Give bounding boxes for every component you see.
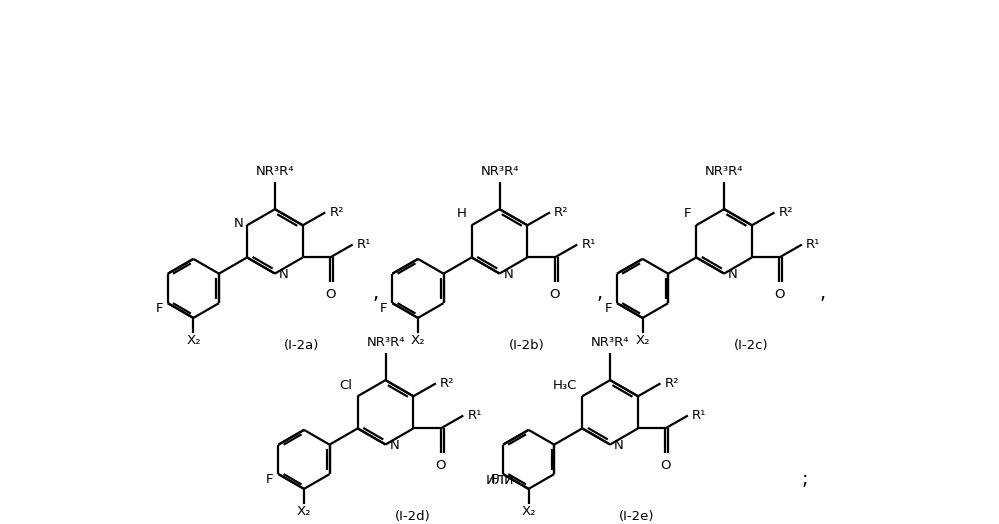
Text: N: N bbox=[614, 439, 624, 452]
Text: или: или bbox=[486, 472, 513, 487]
Text: R²: R² bbox=[553, 206, 568, 219]
Text: O: O bbox=[325, 288, 336, 301]
Text: (I-2e): (I-2e) bbox=[619, 509, 654, 522]
Text: R²: R² bbox=[778, 206, 793, 219]
Text: (I-2b): (I-2b) bbox=[508, 339, 544, 352]
Text: O: O bbox=[436, 459, 446, 472]
Text: O: O bbox=[774, 288, 784, 301]
Text: R¹: R¹ bbox=[806, 238, 820, 251]
Text: (I-2a): (I-2a) bbox=[284, 339, 320, 352]
Text: R²: R² bbox=[330, 206, 344, 219]
Text: Cl: Cl bbox=[340, 379, 353, 392]
Text: X₂: X₂ bbox=[297, 505, 312, 518]
Text: F: F bbox=[604, 302, 612, 315]
Text: N: N bbox=[728, 268, 738, 281]
Text: H₃C: H₃C bbox=[552, 379, 576, 392]
Text: N: N bbox=[503, 268, 513, 281]
Text: ,: , bbox=[373, 284, 379, 303]
Text: NR³R⁴: NR³R⁴ bbox=[367, 336, 405, 349]
Text: NR³R⁴: NR³R⁴ bbox=[590, 336, 629, 349]
Text: F: F bbox=[491, 473, 499, 486]
Text: R¹: R¹ bbox=[581, 238, 595, 251]
Text: ,: , bbox=[819, 284, 826, 303]
Text: (I-2c): (I-2c) bbox=[733, 339, 768, 352]
Text: R¹: R¹ bbox=[468, 409, 482, 422]
Text: X₂: X₂ bbox=[411, 334, 426, 347]
Text: ,: , bbox=[597, 284, 603, 303]
Text: N: N bbox=[390, 439, 400, 452]
Text: ;: ; bbox=[801, 470, 808, 489]
Text: R²: R² bbox=[440, 377, 455, 390]
Text: X₂: X₂ bbox=[186, 334, 201, 347]
Text: O: O bbox=[660, 459, 670, 472]
Text: X₂: X₂ bbox=[635, 334, 649, 347]
Text: X₂: X₂ bbox=[521, 505, 535, 518]
Text: F: F bbox=[380, 302, 388, 315]
Text: F: F bbox=[683, 207, 691, 220]
Text: (I-2d): (I-2d) bbox=[395, 509, 431, 522]
Text: F: F bbox=[266, 473, 274, 486]
Text: O: O bbox=[549, 288, 560, 301]
Text: R¹: R¹ bbox=[692, 409, 706, 422]
Text: R²: R² bbox=[664, 377, 679, 390]
Text: NR³R⁴: NR³R⁴ bbox=[481, 165, 518, 178]
Text: F: F bbox=[156, 302, 163, 315]
Text: N: N bbox=[279, 268, 289, 281]
Text: H: H bbox=[457, 207, 467, 220]
Text: NR³R⁴: NR³R⁴ bbox=[705, 165, 743, 178]
Text: R¹: R¹ bbox=[357, 238, 371, 251]
Text: N: N bbox=[233, 217, 243, 230]
Text: NR³R⁴: NR³R⁴ bbox=[256, 165, 294, 178]
